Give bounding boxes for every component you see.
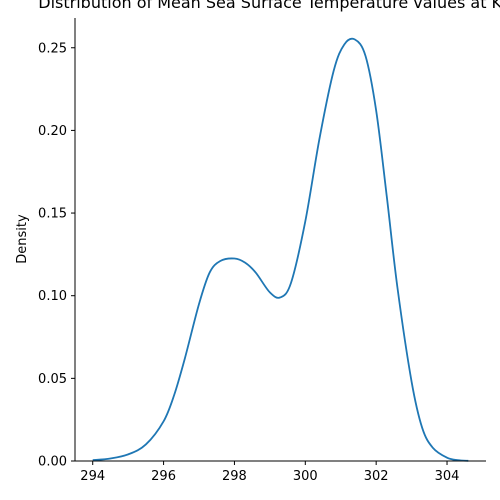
x-tick-label: 298 [222, 469, 247, 484]
y-tick-label: 0.10 [38, 289, 67, 304]
y-axis: 0.00 0.05 0.10 0.15 0.20 0.25 [38, 41, 75, 470]
x-tick-label: 294 [80, 469, 105, 484]
x-axis: 294 296 298 300 302 304 [80, 461, 459, 484]
y-tick-label: 0.20 [38, 124, 67, 139]
x-tick-label: 296 [151, 469, 176, 484]
y-tick-label: 0.05 [38, 372, 67, 387]
x-tick-label: 302 [364, 469, 389, 484]
density-curve [92, 37, 469, 462]
x-tick-label: 304 [435, 469, 460, 484]
y-tick-label: 0.15 [38, 207, 67, 222]
y-axis-label: Density [15, 214, 30, 264]
x-tick-label: 300 [293, 469, 318, 484]
y-tick-label: 0.25 [38, 41, 67, 56]
y-tick-label: 0.00 [38, 455, 67, 470]
chart-title: Distribution of Mean Sea Surface Tempera… [38, 0, 500, 12]
